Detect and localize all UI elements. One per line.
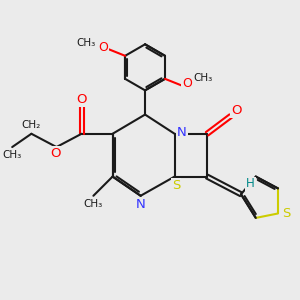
Text: CH₃: CH₃ bbox=[194, 73, 213, 83]
Text: S: S bbox=[282, 207, 290, 220]
Text: N: N bbox=[136, 198, 146, 211]
Text: CH₂: CH₂ bbox=[22, 121, 41, 130]
Text: H: H bbox=[246, 178, 255, 190]
Text: O: O bbox=[98, 41, 108, 54]
Text: O: O bbox=[76, 93, 87, 106]
Text: S: S bbox=[172, 179, 180, 192]
Text: CH₃: CH₃ bbox=[84, 199, 103, 209]
Text: O: O bbox=[182, 77, 192, 90]
Text: O: O bbox=[231, 103, 242, 117]
Text: CH₃: CH₃ bbox=[76, 38, 95, 48]
Text: N: N bbox=[177, 126, 187, 139]
Text: O: O bbox=[50, 147, 60, 160]
Text: CH₃: CH₃ bbox=[3, 150, 22, 160]
